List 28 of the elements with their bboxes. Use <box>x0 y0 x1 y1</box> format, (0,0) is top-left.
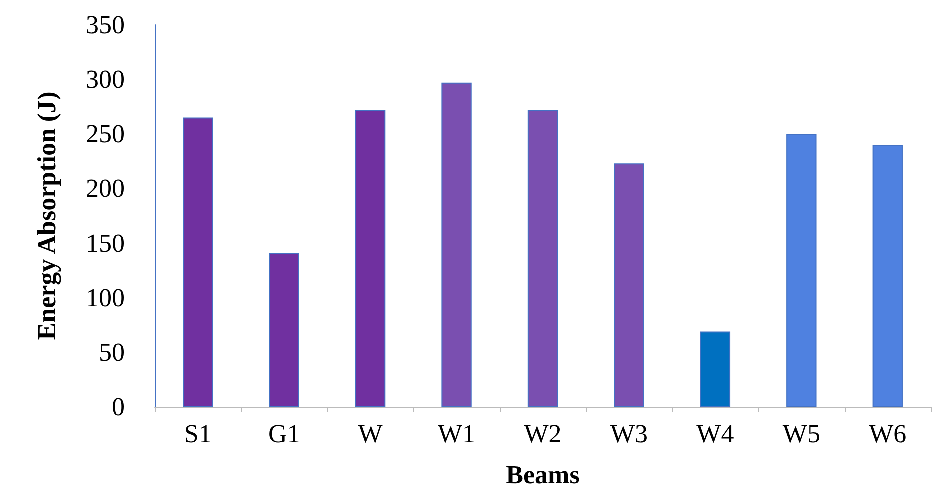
bar <box>528 110 558 407</box>
y-tick-label: 200 <box>86 174 125 204</box>
y-tick-label: 50 <box>99 338 125 367</box>
x-tick-label: G1 <box>268 420 300 448</box>
x-tick-label: W2 <box>524 420 562 448</box>
bar <box>700 332 731 407</box>
y-tick-label: 100 <box>86 283 125 312</box>
x-tick-label: S1 <box>184 420 212 448</box>
x-tick-label: W <box>358 420 384 448</box>
bar <box>183 118 214 407</box>
y-tick-label: 150 <box>86 228 125 258</box>
y-tick-label: 350 <box>86 10 125 40</box>
y-axis-title: Energy Absorption (J) <box>32 92 62 340</box>
bar <box>872 145 903 407</box>
y-tick-label: 0 <box>112 392 125 422</box>
bar <box>269 253 300 407</box>
y-tick-label: 300 <box>86 65 125 94</box>
bar <box>355 110 386 407</box>
x-tick-label: W3 <box>610 420 648 448</box>
x-tick-label: W5 <box>782 420 820 448</box>
y-tick-label: 250 <box>86 120 125 149</box>
x-tick-label: W1 <box>438 420 476 448</box>
bar <box>614 164 644 407</box>
x-axis-title: Beams <box>506 460 580 490</box>
bar <box>786 134 817 407</box>
bar <box>442 82 472 407</box>
x-tick-label: W4 <box>696 420 734 448</box>
x-tick-label: W6 <box>869 420 907 448</box>
